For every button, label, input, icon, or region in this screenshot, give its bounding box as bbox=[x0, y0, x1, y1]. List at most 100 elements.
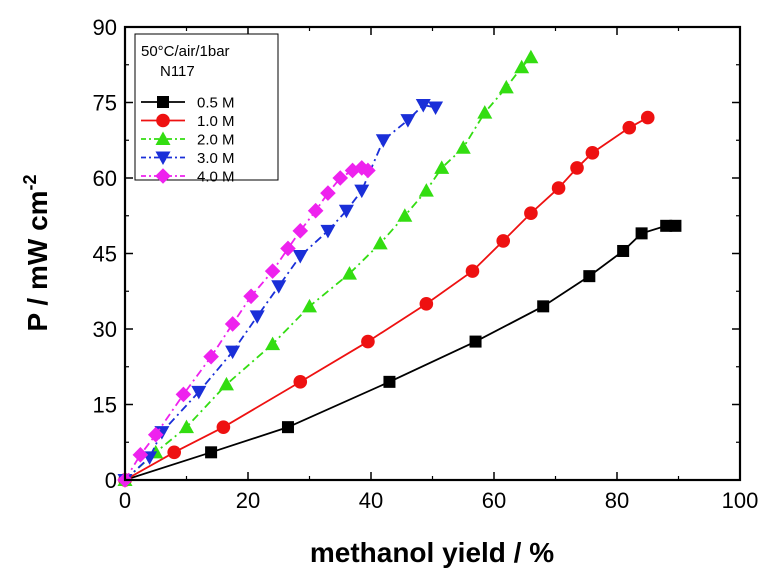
series-line-4-0-M bbox=[124, 166, 369, 481]
data-point-3-0-M bbox=[415, 99, 431, 113]
data-point-4-0-M bbox=[320, 185, 336, 201]
y-tick-label: 30 bbox=[93, 317, 117, 342]
data-point-4-0-M bbox=[292, 223, 309, 239]
legend-marker-1-0-M bbox=[156, 113, 170, 128]
data-point-4-0-M bbox=[264, 263, 281, 279]
data-point-4-0-M bbox=[243, 288, 259, 305]
data-point-1-0-M bbox=[167, 445, 181, 460]
y-axis-title-superscript: -2 bbox=[20, 174, 40, 190]
data-point-2-0-M bbox=[302, 298, 317, 313]
series-0-5-M bbox=[119, 219, 682, 486]
legend-entry-3-0-M: 3.0 M bbox=[141, 150, 235, 167]
data-point-4-0-M bbox=[175, 386, 192, 403]
data-point-2-0-M bbox=[523, 49, 539, 64]
data-point-3-0-M bbox=[225, 345, 241, 360]
data-point-2-0-M bbox=[218, 376, 234, 391]
legend-entry-4-0-M: 4.0 M bbox=[141, 168, 235, 186]
data-point-3-0-M bbox=[249, 310, 265, 324]
data-point-3-0-M bbox=[375, 134, 391, 148]
data-point-0-5-M bbox=[660, 219, 673, 232]
x-axis-title: methanol yield / % bbox=[310, 537, 554, 568]
data-point-0-5-M bbox=[281, 421, 294, 434]
legend-marker-4-0-M bbox=[155, 168, 171, 184]
x-tick-label: 80 bbox=[605, 488, 629, 513]
data-point-4-0-M bbox=[307, 202, 324, 219]
legend-label-2-0-M: 2.0 M bbox=[197, 132, 235, 149]
legend-marker-3-0-M bbox=[155, 151, 171, 165]
legend-header-line-2: N117 bbox=[160, 63, 195, 80]
data-point-1-0-M bbox=[419, 297, 434, 311]
legend-label-1-0-M: 1.0 M bbox=[197, 113, 235, 130]
data-point-3-0-M bbox=[191, 385, 207, 400]
y-axis-title: P / mW cm-2 bbox=[20, 174, 53, 331]
data-point-3-0-M bbox=[292, 250, 308, 264]
data-point-4-0-M bbox=[203, 348, 219, 365]
legend: 50°C/air/1bar N117 0.5 M1.0 M 2.0 M3.0 M 4… bbox=[134, 33, 279, 186]
data-point-0-5-M bbox=[635, 227, 648, 240]
data-point-0-5-M bbox=[617, 244, 630, 257]
data-point-2-0-M bbox=[514, 59, 530, 74]
data-point-4-0-M bbox=[344, 162, 361, 179]
data-point-3-0-M bbox=[354, 184, 370, 199]
data-point-3-0-M bbox=[428, 101, 444, 116]
data-point-2-0-M bbox=[397, 208, 413, 222]
legend-label-4-0-M: 4.0 M bbox=[197, 169, 235, 186]
y-tick-label: 0 bbox=[105, 468, 117, 493]
data-point-2-0-M bbox=[455, 140, 471, 154]
data-point-1-0-M bbox=[361, 334, 375, 349]
x-tick-label: 20 bbox=[236, 488, 260, 513]
series-4-0-M bbox=[117, 160, 376, 488]
data-point-0-5-M bbox=[469, 335, 482, 348]
data-point-2-0-M bbox=[498, 79, 514, 94]
data-point-1-0-M bbox=[496, 234, 511, 248]
data-point-2-0-M bbox=[434, 160, 450, 174]
y-axis-title-main: P / mW cm bbox=[22, 190, 53, 331]
data-point-0-5-M bbox=[383, 375, 396, 388]
legend-entry-1-0-M: 1.0 M bbox=[141, 113, 235, 130]
data-point-3-0-M bbox=[320, 224, 336, 239]
data-point-4-0-M bbox=[132, 447, 149, 463]
data-point-1-0-M bbox=[640, 110, 655, 125]
data-point-1-0-M bbox=[570, 161, 584, 175]
data-point-2-0-M bbox=[477, 105, 493, 119]
data-point-4-0-M bbox=[332, 170, 349, 186]
data-point-3-0-M bbox=[338, 204, 354, 219]
data-point-4-0-M bbox=[353, 160, 370, 176]
data-point-1-0-M bbox=[216, 420, 231, 434]
data-point-0-5-M bbox=[583, 270, 596, 283]
legend-entries: 0.5 M1.0 M 2.0 M3.0 M 4.0 M bbox=[141, 95, 235, 186]
data-point-1-0-M bbox=[465, 264, 480, 278]
data-point-1-0-M bbox=[293, 375, 308, 389]
data-point-0-5-M bbox=[205, 446, 218, 459]
y-tick-label: 75 bbox=[93, 91, 117, 116]
data-point-4-0-M bbox=[360, 162, 376, 179]
series-layer bbox=[117, 49, 682, 488]
series-line-2-0-M bbox=[124, 56, 532, 481]
data-point-0-5-M bbox=[537, 300, 550, 313]
legend-label-3-0-M: 3.0 M bbox=[197, 150, 235, 167]
legend-entry-2-0-M: 2.0 M bbox=[141, 131, 235, 149]
plot-frame bbox=[123, 25, 742, 482]
data-point-3-0-M bbox=[400, 114, 416, 128]
y-tick-label: 90 bbox=[93, 15, 117, 40]
legend-marker-2-0-M bbox=[155, 131, 171, 145]
y-tick-label: 45 bbox=[93, 242, 117, 267]
y-tick-label: 60 bbox=[93, 166, 117, 191]
x-tick-label: 40 bbox=[359, 488, 383, 513]
data-point-1-0-M bbox=[551, 181, 566, 195]
x-tick-label: 0 bbox=[119, 488, 131, 513]
data-point-3-0-M bbox=[271, 280, 287, 294]
y-tick-label: 15 bbox=[93, 393, 117, 418]
data-point-0-5-M bbox=[669, 219, 682, 232]
legend-label-0-5-M: 0.5 M bbox=[197, 95, 235, 112]
data-point-1-0-M bbox=[524, 206, 538, 221]
data-point-4-0-M bbox=[147, 426, 164, 443]
data-point-4-0-M bbox=[224, 316, 241, 332]
data-point-2-0-M bbox=[341, 266, 357, 280]
tick-labels: 0 20 40 60 80 100 0 15 30 45 60 75 90 bbox=[93, 15, 759, 513]
data-point-2-0-M bbox=[372, 235, 388, 250]
series-1-0-M bbox=[118, 110, 655, 487]
data-point-2-0-M bbox=[179, 419, 194, 434]
data-point-1-0-M bbox=[585, 146, 600, 160]
